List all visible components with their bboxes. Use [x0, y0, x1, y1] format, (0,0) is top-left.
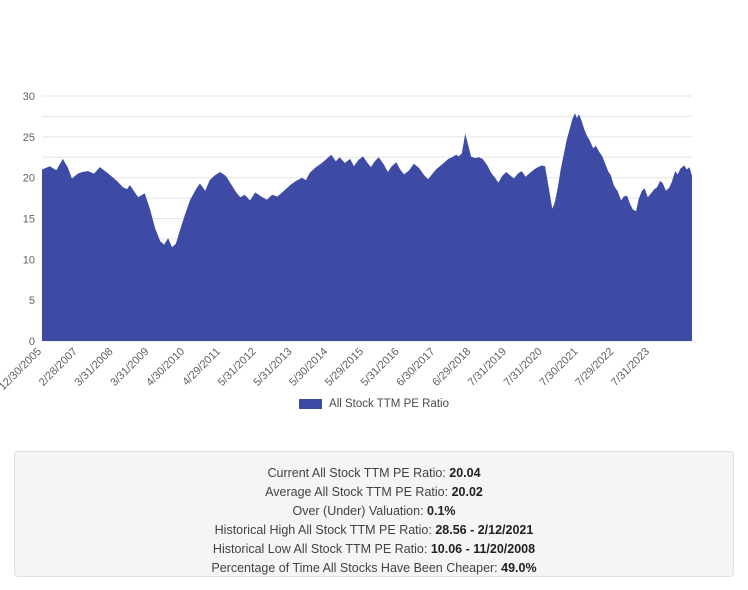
y-axis-tick-label: 25	[23, 132, 35, 144]
stat-value: 20.04	[449, 466, 481, 480]
stat-row: Historical Low All Stock TTM PE Ratio: 1…	[15, 540, 733, 559]
stat-value: 0.1%	[427, 504, 456, 518]
stat-label: Historical Low All Stock TTM PE Ratio:	[212, 542, 431, 556]
y-axis-tick-label: 15	[23, 214, 35, 226]
stat-row: Historical High All Stock TTM PE Ratio: …	[15, 521, 733, 540]
pe-chart-svg[interactable]: 05101520253012/30/20052/28/20073/31/2008…	[0, 0, 748, 393]
x-axis-tick-label: 4/30/2010	[144, 346, 187, 389]
stat-label: Current All Stock TTM PE Ratio:	[267, 466, 450, 480]
stat-row: Average All Stock TTM PE Ratio: 20.02	[15, 483, 733, 502]
stat-value: 20.02	[451, 485, 483, 499]
stat-label: Over (Under) Valuation:	[292, 504, 428, 518]
stat-value: 10.06 - 11/20/2008	[430, 542, 536, 556]
y-axis-tick-label: 5	[29, 295, 35, 307]
stats-panel: Current All Stock TTM PE Ratio: 20.04 Ave…	[14, 451, 734, 577]
area-series-all-stock-ttm-pe-ratio[interactable]	[42, 113, 692, 341]
y-axis-tick-label: 10	[23, 254, 35, 266]
legend-label: All Stock TTM PE Ratio	[329, 398, 449, 410]
chart-legend[interactable]: All Stock TTM PE Ratio	[0, 394, 748, 414]
y-axis-tick-label: 30	[23, 91, 35, 103]
stat-row: Over (Under) Valuation: 0.1%	[15, 502, 733, 521]
x-axis-tick-label: 7/31/2023	[609, 346, 652, 389]
stat-row: Current All Stock TTM PE Ratio: 20.04	[15, 464, 733, 483]
y-axis-tick-label: 20	[23, 173, 35, 185]
legend-swatch-icon	[299, 399, 323, 409]
stat-value: 49.0%	[501, 561, 537, 575]
stat-row: Percentage of Time All Stocks Have Been …	[15, 559, 733, 578]
pe-ratio-chart: 0 5 10 15 20 25 30 12/30/2005 2/28/2007 3/31/2008…	[0, 0, 748, 393]
stat-label: Average All Stock TTM PE Ratio:	[265, 485, 452, 499]
stat-label: Percentage of Time All Stocks Have Been …	[211, 561, 502, 575]
stat-value: 28.56 - 2/12/2021	[435, 523, 534, 537]
x-axis-tick-label: 12/30/2005	[0, 346, 44, 392]
y-axis-tick-label: 0	[29, 336, 35, 348]
stat-label: Historical High All Stock TTM PE Ratio:	[214, 523, 436, 537]
